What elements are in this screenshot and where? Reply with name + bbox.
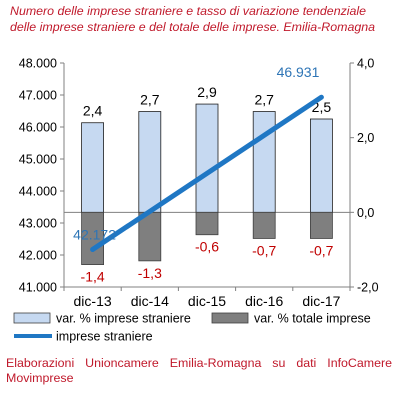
legend-label: imprese straniere (56, 330, 153, 344)
left-axis-tick-label: 47.000 (19, 89, 57, 103)
legend-label: var. % totale imprese (254, 312, 371, 326)
x-axis-tick-label: dic-14 (131, 293, 169, 309)
right-axis-tick-label: 4,0 (357, 57, 374, 71)
x-axis-tick-label: dic-17 (302, 293, 340, 309)
bar-label-var-imprese-straniere: 2,9 (197, 84, 217, 100)
bar-var-totale-imprese (195, 211, 219, 236)
left-axis-tick-label: 42.000 (19, 249, 57, 263)
chart-title-line-1: Numero delle imprese straniere e tasso d… (10, 4, 367, 18)
legend-swatch (211, 312, 249, 324)
bar-label-var-imprese-straniere: 2,4 (83, 103, 103, 119)
bar-var-imprese-straniere (309, 118, 333, 213)
left-axis-tick-label: 41.000 (19, 281, 57, 295)
bar-label-var-totale-imprese: -0,6 (195, 239, 219, 255)
x-axis-tick-label: dic-13 (74, 293, 112, 309)
line-label-imprese-straniere: 46.931 (277, 64, 320, 80)
x-axis-tick-label: dic-16 (245, 293, 283, 309)
legend-swatch (13, 312, 51, 324)
source-line-1: Elaborazioni Unioncamere Emilia-Romagna … (6, 356, 392, 370)
bar-label-var-imprese-straniere: 2,7 (254, 92, 274, 108)
chart-title-line-2: delle imprese straniere e del totale del… (10, 20, 376, 34)
bar-var-imprese-straniere (138, 111, 162, 213)
line-label-imprese-straniere: 42.172 (73, 226, 116, 242)
bar-var-imprese-straniere (195, 103, 219, 213)
bar-var-totale-imprese (309, 211, 333, 239)
legend: var. % imprese straniere var. % totale im… (13, 312, 371, 344)
plot-area: 41.000 42.000 43.000 44.000 45.000 46.000 47.0… (19, 57, 379, 310)
bar-var-totale-imprese (81, 211, 104, 265)
bar-label-var-imprese-straniere: 2,7 (140, 92, 160, 108)
bar-var-totale-imprese (252, 211, 276, 239)
bar-var-imprese-straniere (81, 122, 104, 213)
bar-label-var-totale-imprese: -1,4 (81, 269, 105, 285)
right-axis-tick-label: 2,0 (357, 131, 374, 145)
legend-label: var. % imprese straniere (56, 312, 191, 326)
right-axis-tick-label: 0,0 (357, 206, 374, 220)
line-imprese-straniere (90, 94, 324, 252)
bar-var-imprese-straniere (252, 111, 276, 213)
chart-title: Numero delle imprese straniere e tasso d… (10, 3, 395, 35)
bar-label-var-totale-imprese: -0,7 (309, 242, 333, 258)
left-axis-tick-label: 48.000 (19, 57, 57, 71)
source-note: Elaborazioni Unioncamere Emilia-Romagna … (6, 356, 392, 386)
source-line-2: Movimprese (6, 371, 74, 385)
bar-var-totale-imprese (138, 211, 162, 262)
x-axis-tick-label: dic-15 (188, 293, 226, 309)
left-axis-tick-label: 44.000 (19, 185, 57, 199)
bar-label-var-totale-imprese: -1,3 (138, 265, 162, 281)
left-axis-tick-label: 45.000 (19, 153, 57, 167)
left-axis-tick-label: 46.000 (19, 121, 57, 135)
left-axis-tick-label: 43.000 (19, 217, 57, 231)
bar-label-var-totale-imprese: -0,7 (252, 242, 276, 258)
right-axis-tick-label: -2,0 (357, 281, 379, 295)
